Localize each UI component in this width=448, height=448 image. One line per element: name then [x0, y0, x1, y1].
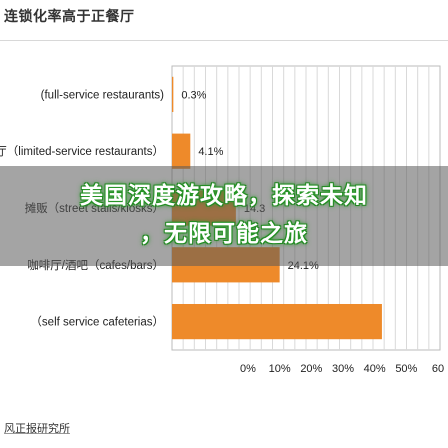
bar: [172, 76, 174, 113]
category-label: 快餐厅（limited-service restaurants）: [0, 144, 164, 158]
value-label: 4.1%: [198, 146, 223, 158]
x-tick-label: 20%: [300, 363, 322, 375]
overlay-text-line-1: 美国深度游攻略，探索未知: [80, 183, 368, 209]
title-divider: [0, 40, 448, 41]
x-tick-label: 0%: [240, 363, 256, 375]
category-label: (full-service restaurants): [41, 89, 165, 101]
x-tick-label: 10%: [269, 363, 291, 375]
x-tick-label: 50%: [395, 363, 417, 375]
x-tick-label: 30%: [332, 363, 354, 375]
category-label: （self service cafeterias）: [30, 316, 164, 329]
bar: [172, 303, 382, 340]
source-note: 风正报研究所: [4, 422, 70, 435]
bar: [172, 133, 191, 169]
overlay-text-line-2: ，无限可能之旅: [140, 221, 308, 247]
overlay-banner: [0, 166, 448, 266]
page-title: 连锁化率高于正餐厅: [4, 9, 135, 25]
x-tick-label: 40%: [364, 363, 386, 375]
value-label: 0.3%: [181, 89, 206, 101]
x-tick-label: 60: [432, 363, 444, 375]
